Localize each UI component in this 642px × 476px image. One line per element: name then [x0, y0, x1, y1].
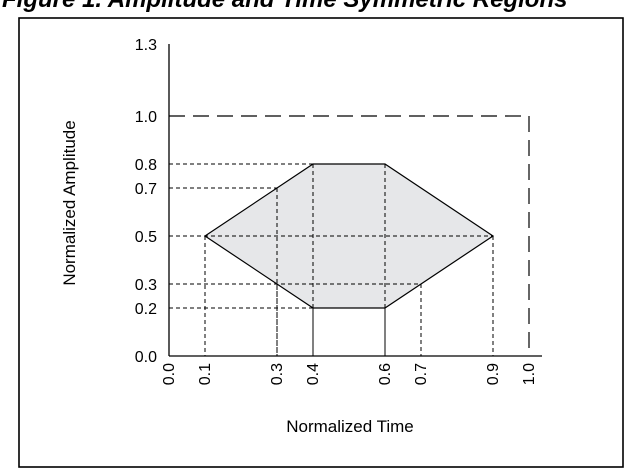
- y-tick-label: 1.0: [135, 109, 157, 126]
- x-tick-label: 1.0: [521, 363, 538, 385]
- y-tick-label: 0.2: [135, 301, 157, 318]
- x-tick-label: 0.9: [485, 363, 502, 385]
- y-tick-label: 0.3: [135, 277, 157, 294]
- x-tick-label: 0.4: [305, 363, 322, 385]
- y-tick-label: 0.7: [135, 181, 157, 198]
- y-tick-label: 0.5: [135, 229, 157, 246]
- x-tick-label: 0.0: [161, 363, 178, 385]
- x-tick-label: 0.6: [377, 363, 394, 385]
- figure-title-strip: Figure 1. Amplitude and Time Symmetric R…: [0, 0, 642, 16]
- y-tick-label: 0.8: [135, 157, 157, 174]
- x-axis-title: Normalized Time: [286, 417, 414, 436]
- y-tick-label: 0.0: [135, 349, 157, 366]
- x-tick-label: 0.7: [413, 363, 430, 385]
- y-tick-label: 1.3: [135, 37, 157, 54]
- x-tick-label: 0.1: [197, 363, 214, 385]
- y-axis-title: Normalized Amplitude: [60, 120, 79, 285]
- x-tick-label: 0.3: [269, 363, 286, 385]
- figure-title-fragment: Figure 1. Amplitude and Time Symmetric R…: [2, 0, 567, 12]
- figure-frame: [18, 17, 624, 468]
